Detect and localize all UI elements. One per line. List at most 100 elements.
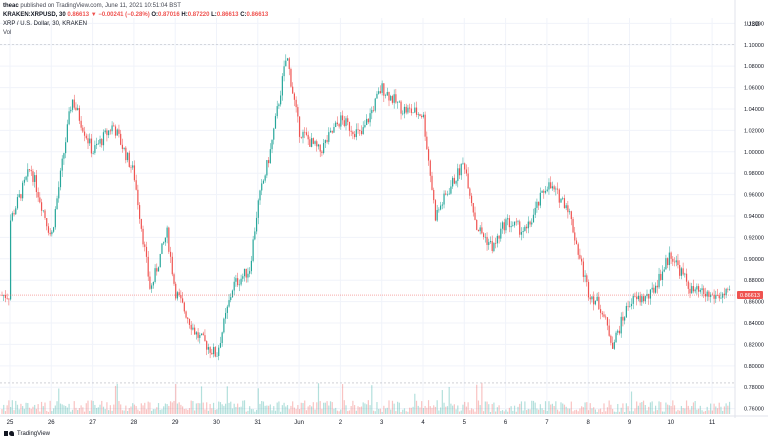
candle-body xyxy=(326,140,328,142)
candle-body xyxy=(15,208,17,215)
candle-body xyxy=(455,181,457,184)
candle-body xyxy=(465,169,467,174)
brand-label[interactable]: TradingView xyxy=(17,430,51,437)
volume-bar xyxy=(159,409,161,414)
price-tick-label: 1.08000 xyxy=(744,64,764,70)
candle-body xyxy=(207,347,209,350)
volume-bar xyxy=(613,411,615,414)
candle-body xyxy=(483,233,485,237)
date-tick-label: 31 xyxy=(254,420,261,426)
candle-body xyxy=(581,258,583,262)
volume-bar xyxy=(139,411,141,414)
candle-body xyxy=(63,153,65,159)
volume-bar xyxy=(464,401,466,414)
volume-bar xyxy=(637,405,639,414)
candle-body xyxy=(28,169,31,171)
volume-bar xyxy=(675,411,677,414)
volume-bar xyxy=(381,411,383,414)
volume-bar xyxy=(419,407,421,414)
price-tick-label: 0.90000 xyxy=(744,257,764,263)
volume-bar xyxy=(178,402,180,414)
volume-bar xyxy=(87,400,89,414)
candle-body xyxy=(99,139,101,144)
candle-body xyxy=(142,228,144,245)
volume-bar xyxy=(567,408,569,414)
volume-bar xyxy=(526,410,528,414)
candle-body xyxy=(156,268,158,272)
candle-body xyxy=(92,152,94,154)
candle-body xyxy=(512,225,514,227)
candle-body xyxy=(34,175,36,182)
candle-body xyxy=(412,112,414,114)
candle-body xyxy=(78,108,80,121)
candle-body xyxy=(245,268,247,278)
volume-bar xyxy=(440,407,442,414)
candle-body xyxy=(47,226,50,233)
candle-body xyxy=(157,267,160,272)
candle-body xyxy=(3,295,5,296)
candle-body xyxy=(32,171,34,182)
candle-body xyxy=(249,271,251,274)
candle-body xyxy=(102,132,105,146)
candle-body xyxy=(262,180,265,184)
candle-body xyxy=(656,285,658,288)
candle-body xyxy=(596,296,598,301)
candle-body xyxy=(195,332,197,335)
overlays xyxy=(0,44,735,384)
volume-bar xyxy=(16,404,19,414)
volume-bar xyxy=(551,403,553,414)
volume-bar xyxy=(347,411,349,414)
candle-body xyxy=(529,221,531,225)
candle-body xyxy=(211,352,213,355)
volume-bar xyxy=(615,411,617,414)
candle-body xyxy=(680,268,682,276)
volume-bar xyxy=(452,405,454,414)
volume-bar xyxy=(357,406,359,414)
candle-body xyxy=(87,138,89,144)
volume-bar xyxy=(569,408,571,414)
volume-bar xyxy=(56,401,58,414)
volume-bar xyxy=(23,408,25,414)
volume-bar xyxy=(450,403,452,414)
volume-bar xyxy=(341,384,344,414)
candle-body xyxy=(240,278,242,285)
volume-bar xyxy=(145,409,148,414)
candle-body xyxy=(395,94,397,103)
candle-body xyxy=(541,190,543,193)
candle-body xyxy=(374,98,376,111)
volume-bar xyxy=(453,404,455,414)
volume-bar xyxy=(398,402,400,414)
candle-body xyxy=(1,295,3,296)
volume-bar xyxy=(706,406,708,414)
close-label: C: xyxy=(240,12,247,18)
candle-body xyxy=(484,236,486,238)
candle-body xyxy=(436,209,438,221)
candle-body xyxy=(25,176,27,180)
volume-bar xyxy=(316,402,318,414)
candle-body xyxy=(11,213,13,221)
candle-body xyxy=(522,231,524,233)
volume-bar xyxy=(698,408,700,414)
volume-bar xyxy=(338,411,340,414)
volume-bar xyxy=(352,400,354,414)
volume-bar xyxy=(336,410,338,414)
candle-body xyxy=(402,113,404,115)
volume-bar xyxy=(354,405,356,414)
candle-body xyxy=(481,227,483,234)
volume-bar xyxy=(627,406,629,414)
volume-bar xyxy=(397,401,399,414)
time-axis[interactable]: 25 26 27 28 29 30 31 Jun 2 3 4 5 6 7 8 9 10 11 xyxy=(0,415,768,426)
volume-bar xyxy=(679,410,681,414)
volume-bar xyxy=(489,411,492,414)
candle-body xyxy=(97,143,99,145)
volume-bar xyxy=(359,407,361,414)
volume-bar xyxy=(293,407,295,414)
volume-bar xyxy=(58,388,60,414)
volume-bar xyxy=(436,400,438,414)
volume-bar xyxy=(596,411,598,414)
author[interactable]: theac xyxy=(3,3,19,9)
volume-bar xyxy=(328,405,330,414)
candle-body xyxy=(651,287,653,290)
